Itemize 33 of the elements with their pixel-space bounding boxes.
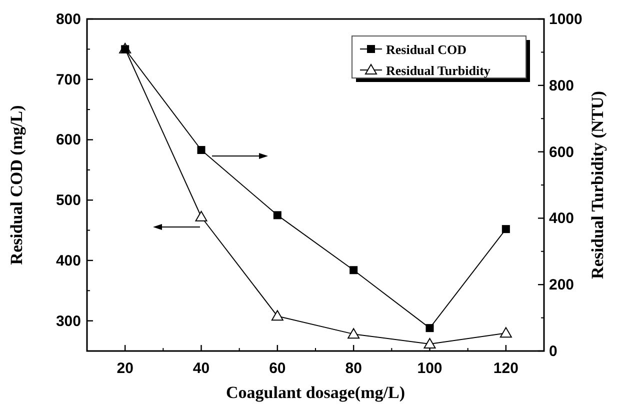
point <box>500 327 512 338</box>
y-tick-label: 600 <box>56 132 81 149</box>
x-tick-label: 20 <box>116 360 134 377</box>
y-tick-label: 700 <box>56 71 81 88</box>
y2-tick-label: 600 <box>549 144 574 161</box>
point <box>197 146 206 154</box>
point <box>426 324 434 332</box>
y-tick-label: 400 <box>56 252 81 270</box>
y2-tick-label: 400 <box>549 210 574 228</box>
point <box>271 310 284 321</box>
y2-tick-label: 800 <box>549 77 574 94</box>
y2-tick-label: 0 <box>549 343 558 360</box>
y-axis-title: Residual COD (mg/L) <box>7 105 26 265</box>
point <box>348 328 360 339</box>
y-tick-label: 800 <box>56 11 81 28</box>
y2-axis-title: Residual Turbidity (NTU) <box>588 91 607 279</box>
x-axis-title: Coagulant dosage(mg/L) <box>226 383 405 402</box>
legend-label: Residual Turbidity <box>386 63 491 78</box>
x-tick-label: 100 <box>417 360 442 377</box>
x-tick-label: 60 <box>269 360 286 377</box>
x-tick-label: 80 <box>345 360 362 377</box>
y2-tick-label: 200 <box>549 276 574 294</box>
y-tick-label: 300 <box>56 312 81 330</box>
x-tick-label: 120 <box>493 360 518 377</box>
point <box>273 211 282 220</box>
point <box>502 225 510 234</box>
y2-tick-label: 1000 <box>549 11 582 28</box>
point <box>195 210 208 222</box>
point <box>424 338 436 349</box>
point <box>350 266 358 274</box>
x-tick-label: 40 <box>192 360 210 377</box>
legend-label: Residual COD <box>386 42 467 57</box>
y-tick-label: 500 <box>56 192 81 210</box>
